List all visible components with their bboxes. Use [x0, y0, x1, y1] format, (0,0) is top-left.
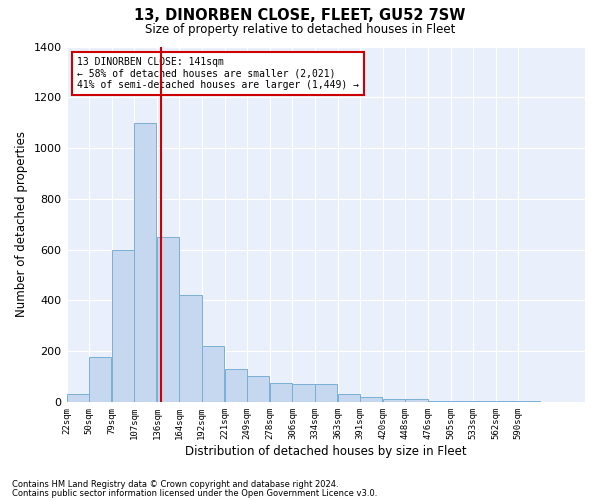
Bar	[383, 400, 405, 402]
Bar	[314, 384, 337, 402]
Bar	[225, 369, 247, 402]
Text: Contains HM Land Registry data © Crown copyright and database right 2024.: Contains HM Land Registry data © Crown c…	[12, 480, 338, 489]
Bar	[179, 295, 202, 402]
Bar	[338, 394, 360, 402]
Bar	[518, 400, 541, 402]
Bar	[112, 250, 134, 402]
Text: Size of property relative to detached houses in Fleet: Size of property relative to detached ho…	[145, 22, 455, 36]
Text: 13, DINORBEN CLOSE, FLEET, GU52 7SW: 13, DINORBEN CLOSE, FLEET, GU52 7SW	[134, 8, 466, 22]
Bar	[405, 400, 428, 402]
Bar	[270, 383, 292, 402]
Bar	[247, 376, 269, 402]
Bar	[67, 394, 89, 402]
Bar	[202, 346, 224, 402]
Bar	[157, 237, 179, 402]
Bar	[292, 384, 314, 402]
X-axis label: Distribution of detached houses by size in Fleet: Distribution of detached houses by size …	[185, 444, 467, 458]
Bar	[496, 400, 518, 402]
Y-axis label: Number of detached properties: Number of detached properties	[15, 131, 28, 317]
Bar	[89, 358, 111, 402]
Text: 13 DINORBEN CLOSE: 141sqm
← 58% of detached houses are smaller (2,021)
41% of se: 13 DINORBEN CLOSE: 141sqm ← 58% of detac…	[77, 57, 359, 90]
Bar	[451, 400, 473, 402]
Bar	[428, 400, 450, 402]
Bar	[473, 400, 495, 402]
Text: Contains public sector information licensed under the Open Government Licence v3: Contains public sector information licen…	[12, 489, 377, 498]
Bar	[134, 122, 157, 402]
Bar	[360, 397, 382, 402]
